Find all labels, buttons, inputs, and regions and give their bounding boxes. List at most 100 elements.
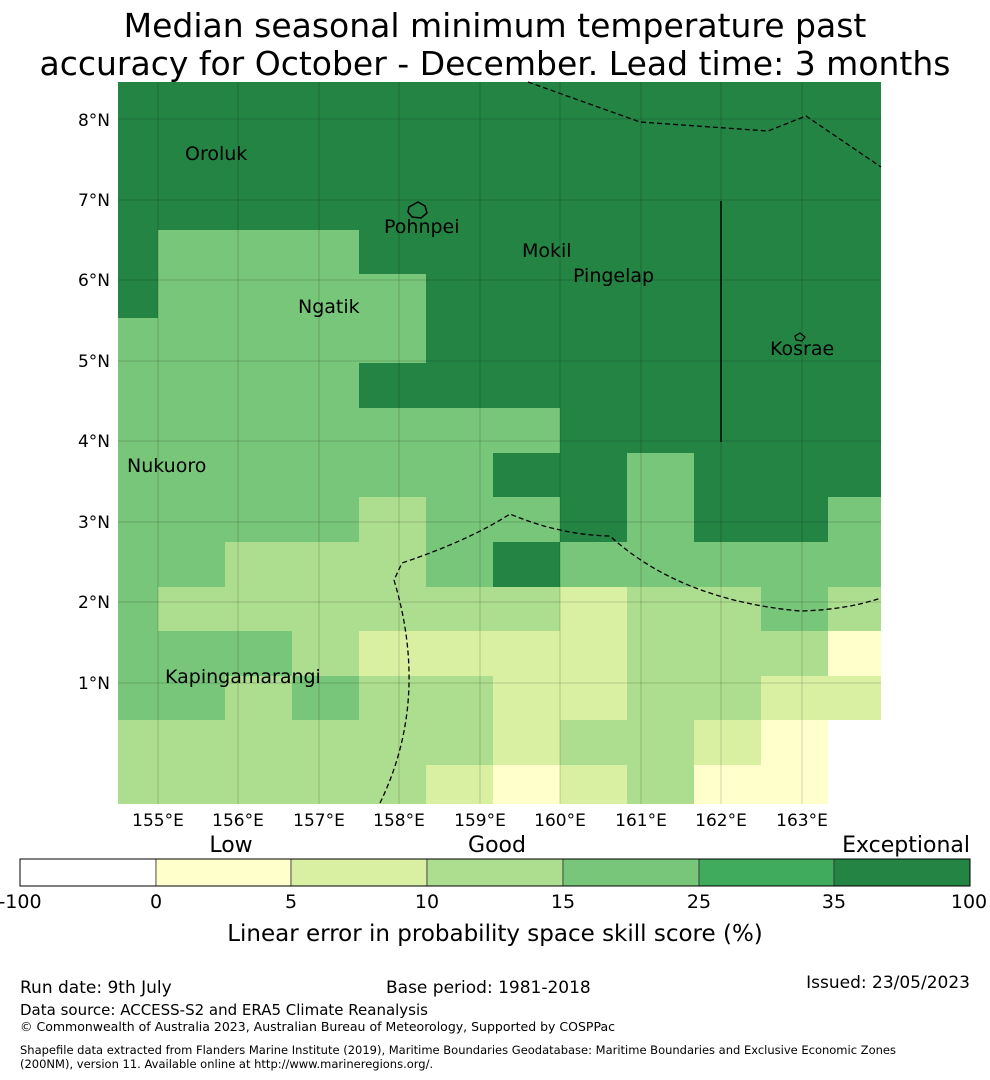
skill-cell: [426, 587, 493, 631]
skill-cell: [225, 453, 292, 497]
skill-cell: [292, 408, 359, 453]
legend-tick-label: 35: [822, 891, 846, 913]
skill-cell: [761, 408, 828, 453]
skill-cell: [359, 82, 426, 230]
skill-cell: [694, 318, 761, 363]
skill-cell: [225, 497, 292, 542]
kosrae-island-outline: [794, 332, 806, 342]
skill-cell: [292, 720, 359, 765]
skill-cell: [694, 542, 761, 587]
skill-cell: [292, 765, 359, 804]
skill-cell: [158, 497, 225, 542]
colorbar-legend: Low Good Exceptional -100 0 5 10 15 25 3…: [0, 833, 987, 947]
skill-cell: [694, 363, 761, 408]
lat-tick-label: 8°N: [78, 111, 110, 131]
skill-cell: [560, 318, 627, 363]
skill-cell: [158, 542, 225, 587]
skill-cell: [560, 230, 627, 274]
skill-cell: [761, 363, 828, 408]
lon-tick-label: 161°E: [615, 811, 667, 831]
skill-cell: [359, 676, 426, 720]
skill-cell: [158, 676, 225, 720]
skill-cell: [359, 497, 426, 542]
skill-cell: [426, 453, 493, 497]
skill-cell: [225, 230, 292, 274]
legend-category-good: Good: [468, 833, 526, 858]
island-outlines: [407, 201, 806, 342]
colorbar-segment: [698, 858, 835, 887]
colorbar-outline: [19, 858, 971, 887]
skill-cell: [627, 765, 694, 804]
skill-cell: [426, 765, 493, 804]
skill-cell: [560, 363, 627, 408]
skill-cell: [359, 720, 426, 765]
lat-tick-label: 1°N: [78, 674, 110, 694]
skill-cell: [292, 542, 359, 587]
skill-cell: [118, 408, 158, 453]
skill-cell: [359, 274, 426, 318]
skill-cell: [426, 542, 493, 587]
skill-cell: [560, 631, 627, 676]
skill-cell: [761, 82, 828, 230]
skill-cell: [158, 363, 225, 408]
lat-tick-label: 7°N: [78, 191, 110, 211]
lat-tick-label: 4°N: [78, 432, 110, 452]
legend-category-low: Low: [209, 833, 252, 858]
skill-cell: [359, 408, 426, 453]
skill-cell: [426, 720, 493, 765]
skill-cell: [426, 230, 493, 274]
skill-cell: [158, 720, 225, 765]
skill-cell: [292, 363, 359, 408]
skill-cell: [560, 765, 627, 804]
skill-cell: [225, 676, 292, 720]
place-label-mokil: Mokil: [522, 240, 572, 262]
skill-cell: [761, 720, 828, 765]
skill-cell: [761, 274, 828, 318]
skill-cell: [560, 453, 627, 497]
skill-cell: [761, 542, 828, 587]
skill-cell: [560, 676, 627, 720]
skill-cell: [828, 720, 881, 765]
skill-cell: [761, 631, 828, 676]
skill-cell: [761, 318, 828, 363]
skill-cell: [359, 318, 426, 363]
copyright-notice: © Commonwealth of Australia 2023, Austra…: [20, 1019, 615, 1034]
colorbar-segments: [19, 858, 971, 887]
skill-cell: [158, 631, 225, 676]
skill-cell: [627, 720, 694, 765]
skill-cell: [426, 631, 493, 676]
skill-cell: [118, 82, 158, 230]
colorbar-segment: [155, 858, 292, 887]
skill-cell: [118, 274, 158, 318]
skill-cell: [627, 318, 694, 363]
skill-cell: [426, 497, 493, 542]
skill-cell: [761, 497, 828, 542]
skill-cell: [426, 274, 493, 318]
skill-cell: [292, 497, 359, 542]
skill-cell: [158, 274, 225, 318]
lat-tick-label: 3°N: [78, 513, 110, 533]
skill-cell: [359, 453, 426, 497]
place-label-pohnpei: Pohnpei: [384, 216, 460, 238]
skill-cell: [560, 82, 627, 230]
issued-date: Issued: 23/05/2023: [806, 973, 970, 993]
skill-cell: [560, 720, 627, 765]
skill-cell: [493, 720, 560, 765]
legend-tick-label: 100: [951, 891, 987, 913]
lat-lon-grid: [118, 82, 881, 804]
place-label-nukuoro: Nukuoro: [127, 455, 206, 477]
skill-cell: [493, 542, 560, 587]
skill-score-grid: [118, 82, 881, 804]
lon-tick-label: 163°E: [776, 811, 828, 831]
skill-cell: [694, 676, 761, 720]
skill-cell: [627, 676, 694, 720]
skill-cell: [118, 587, 158, 631]
skill-cell: [225, 587, 292, 631]
skill-cell: [627, 497, 694, 542]
skill-cell: [225, 274, 292, 318]
skill-cell: [627, 363, 694, 408]
skill-cell: [694, 765, 761, 804]
lon-tick-label: 159°E: [454, 811, 506, 831]
skill-cell: [292, 453, 359, 497]
skill-cell: [359, 542, 426, 587]
